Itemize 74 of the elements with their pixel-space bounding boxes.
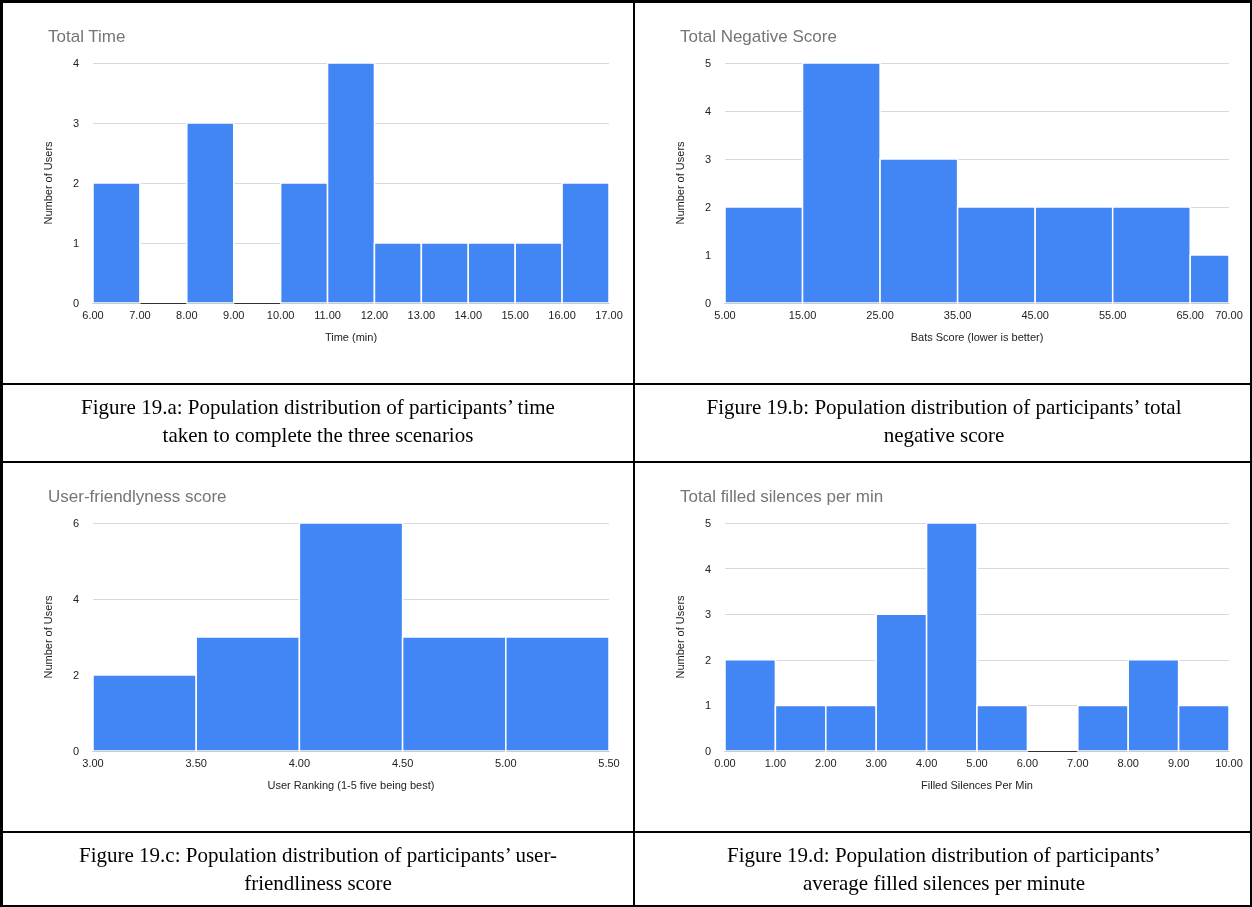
x-tick-label: 15.00 bbox=[501, 308, 529, 321]
x-tick-label: 6.00 bbox=[1016, 756, 1039, 769]
x-tick-label: 3.00 bbox=[865, 756, 887, 769]
x-tick-label: 16.00 bbox=[548, 308, 576, 321]
x-tick-label: 45.00 bbox=[1021, 308, 1049, 321]
y-tick-label: 0 bbox=[72, 745, 79, 757]
y-tick-label: 4 bbox=[704, 562, 711, 575]
y-tick-label: 3 bbox=[704, 153, 711, 165]
y-tick-label: 4 bbox=[72, 57, 79, 69]
x-tick-label: 10.00 bbox=[1215, 756, 1243, 769]
x-tick-label: 7.00 bbox=[129, 308, 151, 321]
x-tick-label: 0.00 bbox=[714, 756, 736, 769]
y-tick-label: 4 bbox=[704, 105, 711, 117]
x-tick-label: 5.00 bbox=[495, 756, 517, 769]
x-tick-label: 8.00 bbox=[1117, 756, 1139, 769]
y-tick-label: 5 bbox=[704, 517, 711, 529]
x-tick-label: 13.00 bbox=[407, 308, 436, 321]
caption: Figure 19.c: Population distribution of participants’ user-friendliness score bbox=[2, 832, 634, 907]
x-tick-label: 15.00 bbox=[788, 308, 817, 321]
x-tick-label: 9.00 bbox=[1167, 756, 1190, 769]
caption: Figure 19.a: Population distribution of participants’ time taken to complete the three scenarios bbox=[2, 384, 634, 462]
x-tick-label: 55.00 bbox=[1098, 308, 1127, 321]
y-tick-label: 1 bbox=[72, 237, 79, 249]
x-tick-label: 25.00 bbox=[866, 308, 894, 321]
y-tick-label: 1 bbox=[704, 699, 711, 712]
chart-title: Total filled silences per min bbox=[680, 487, 884, 506]
x-tick-label: 7.00 bbox=[1067, 756, 1089, 769]
y-tick-label: 2 bbox=[72, 177, 79, 189]
x-tick-label: 5.50 bbox=[598, 756, 620, 769]
x-tick-label: 5.00 bbox=[714, 308, 736, 321]
x-tick-label: 65.00 bbox=[1176, 308, 1204, 321]
y-tick-label: 0 bbox=[704, 745, 711, 757]
caption: Figure 19.d: Population distribution of participants’ average filled silences per minute bbox=[634, 832, 1252, 907]
y-tick-label: 2 bbox=[72, 669, 79, 681]
x-tick-label: 10.00 bbox=[266, 308, 295, 321]
chart-title: User-friendlyness score bbox=[48, 487, 227, 506]
x-tick-label: 1.00 bbox=[764, 756, 787, 769]
y-tick-label: 2 bbox=[704, 201, 711, 213]
y-tick-label: 0 bbox=[72, 297, 79, 309]
x-tick-label: 35.00 bbox=[943, 308, 972, 321]
x-tick-label: 3.00 bbox=[82, 756, 104, 769]
x-tick-label: 11.00 bbox=[314, 308, 341, 321]
y-tick-label: 0 bbox=[704, 297, 711, 309]
y-tick-label: 6 bbox=[72, 517, 79, 529]
x-tick-label: 12.00 bbox=[360, 308, 389, 321]
y-tick-label: 1 bbox=[704, 249, 711, 261]
x-axis-title: Bats Score (lower is better) bbox=[910, 330, 1044, 343]
x-axis-title: Time (min) bbox=[324, 330, 378, 343]
x-tick-label: 14.00 bbox=[454, 308, 483, 321]
y-axis-title: Number of Users bbox=[673, 140, 686, 225]
x-tick-label: 2.00 bbox=[815, 756, 837, 769]
x-tick-label: 70.00 bbox=[1215, 308, 1243, 321]
y-axis-title: Number of Users bbox=[41, 594, 54, 679]
y-axis-title: Number of Users bbox=[673, 594, 686, 679]
x-axis-title: User Ranking (1-5 five being best) bbox=[267, 778, 435, 791]
y-tick-label: 4 bbox=[72, 593, 79, 605]
x-axis-title: Filled Silences Per Min bbox=[921, 778, 1033, 791]
y-axis-title: Number of Users bbox=[41, 140, 54, 225]
x-tick-label: 9.00 bbox=[223, 308, 245, 321]
x-tick-label: 3.50 bbox=[185, 756, 207, 769]
x-tick-label: 4.00 bbox=[288, 756, 311, 769]
y-tick-label: 3 bbox=[72, 117, 79, 129]
x-tick-label: 5.00 bbox=[966, 756, 988, 769]
x-tick-label: 4.50 bbox=[391, 756, 414, 769]
chart-title: Total Negative Score bbox=[680, 27, 837, 46]
y-tick-label: 5 bbox=[704, 57, 711, 69]
x-tick-label: 6.00 bbox=[82, 308, 104, 321]
x-tick-label: 17.00 bbox=[595, 308, 623, 321]
y-tick-label: 2 bbox=[704, 653, 711, 666]
chart-title: Total Time bbox=[48, 27, 126, 46]
caption: Figure 19.b: Population distribution of participants’ total negative score bbox=[634, 384, 1252, 462]
x-tick-label: 8.00 bbox=[176, 308, 198, 321]
y-tick-label: 3 bbox=[704, 608, 711, 621]
x-tick-label: 4.00 bbox=[915, 756, 938, 769]
